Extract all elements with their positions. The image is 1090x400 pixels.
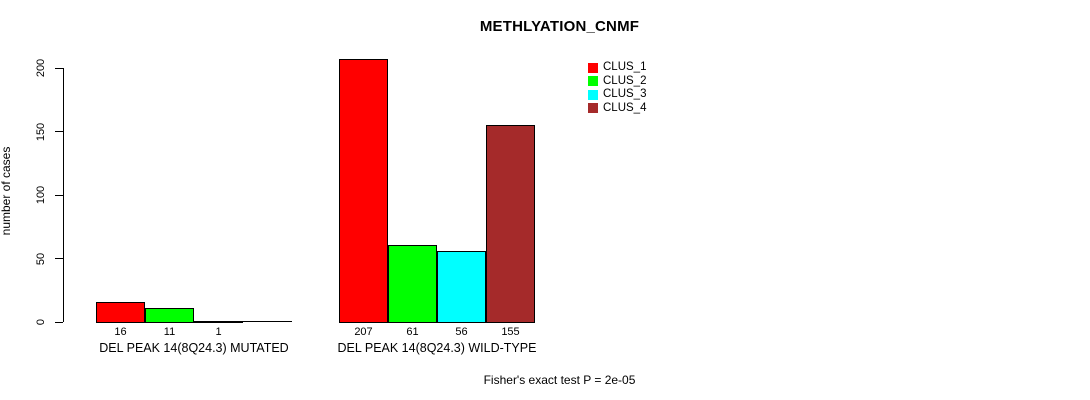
chart-title: METHLYATION_CNMF [479,18,640,35]
y-axis-tick [55,67,63,69]
bar-value-label: 61 [406,326,419,338]
y-axis-tick [55,194,63,196]
group-label: DEL PEAK 14(8Q24.3) MUTATED [99,341,289,355]
y-axis-tick [55,321,63,323]
bar-value-label: 11 [163,326,176,338]
bar-value-label: 207 [354,326,373,338]
legend-item: CLUS_1 [588,61,646,74]
bar-value-label: 155 [501,326,520,338]
legend-swatch-CLUS_3 [588,89,598,100]
legend-item: CLUS_4 [588,102,646,115]
legend-item: CLUS_2 [588,75,646,88]
y-axis-tick-label: 0 [35,318,47,326]
bar-value-label: 1 [215,326,222,338]
legend-label: CLUS_1 [603,61,647,73]
legend-label: CLUS_4 [603,101,647,114]
bar-CLUS_2 [388,244,437,323]
bar-CLUS_1 [339,59,388,323]
y-axis-tick-label: 200 [35,58,47,78]
legend-swatch-CLUS_2 [588,76,598,86]
bar-CLUS_4-zero [243,321,292,322]
y-axis-tick [55,258,63,259]
legend-swatch-CLUS_4 [588,103,598,113]
bar-CLUS_3 [194,320,243,323]
legend: CLUS_1 CLUS_2 CLUS_3 CLUS_4 [588,61,646,115]
legend-label: CLUS_2 [603,74,647,87]
legend-swatch-CLUS_1 [588,62,598,73]
bar-CLUS_4 [486,125,535,323]
bar-value-label: 56 [455,326,468,338]
y-axis-tick-label: 150 [35,122,47,141]
y-axis-line [63,68,64,322]
fisher-test-annotation: Fisher's exact test P = 2e-05 [483,373,636,387]
bar-value-label: 16 [114,326,127,338]
bar-CLUS_1 [96,301,145,323]
y-axis-tick-label: 100 [35,185,47,205]
bar-CLUS_3 [437,250,486,323]
y-axis-tick-label: 50 [35,252,47,265]
legend-item: CLUS_3 [588,88,646,101]
y-axis-tick [55,131,63,132]
legend-label: CLUS_3 [603,88,647,100]
group-label: DEL PEAK 14(8Q24.3) WILD-TYPE [337,341,537,355]
bar-CLUS_2 [145,308,194,323]
